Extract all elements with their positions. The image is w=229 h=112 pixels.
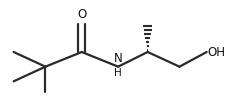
- Text: OH: OH: [207, 45, 225, 58]
- Text: N: N: [113, 52, 122, 65]
- Text: O: O: [77, 8, 86, 21]
- Text: H: H: [114, 68, 121, 78]
